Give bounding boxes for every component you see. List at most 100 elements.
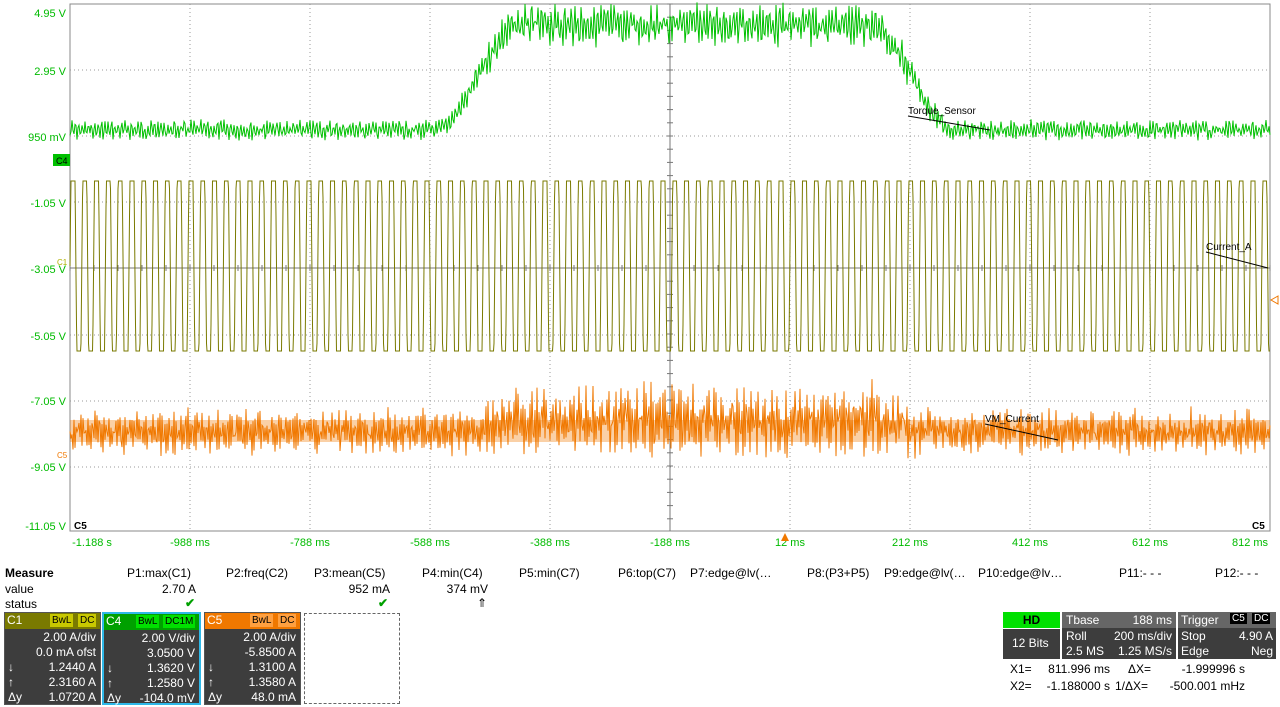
y-axis-label: -11.05 V (25, 521, 66, 533)
trigger-mode: Stop (1181, 629, 1206, 643)
measure-param[interactable]: P5:min(C7) (519, 566, 580, 580)
measure-param[interactable]: P4:min(C4) (422, 566, 483, 580)
timebase-box[interactable]: Tbase 188 ms Roll 200 ms/div 2.5 MS 1.25… (1062, 612, 1176, 659)
inv-dx-value: -500.001 mHz (1169, 679, 1245, 693)
hd-badge[interactable]: HD (1003, 612, 1060, 628)
bandwidth-limit-tag: BwL (250, 614, 274, 627)
channel-box-c5[interactable]: C5 BwL DC 2.00 A/div -5.8500 A ↓ 1.3100 A… (204, 612, 301, 705)
vertical-scale: 2.00 A/div (243, 630, 296, 644)
dx-value: -1.999996 s (1181, 662, 1245, 676)
c5-marker[interactable]: C5 (57, 451, 68, 460)
measure-param[interactable]: P3:mean(C5) (314, 566, 386, 580)
measure-param[interactable]: P11:- - - (1119, 566, 1162, 580)
resolution-box[interactable]: 12 Bits (1003, 629, 1060, 659)
offset: -5.8500 A (244, 645, 296, 659)
sample-rate: 1.25 MS/s (1117, 644, 1172, 658)
check-icon: ✔ (378, 596, 389, 610)
cursor-2-value: 1.3580 A (248, 675, 296, 689)
cursor-up-icon: ↑ (208, 675, 214, 689)
measure-value: 374 mV (446, 582, 488, 596)
measure-param[interactable]: P8:(P3+P5) (807, 566, 870, 580)
bandwidth-limit-tag: BwL (50, 614, 74, 627)
delta-y-value: -104.0 mV (139, 691, 195, 705)
y-axis-label: -1.05 V (31, 198, 67, 210)
measure-row-status: status (5, 597, 38, 611)
channel-name: C1 (7, 613, 23, 627)
x-axis-label: 212 ms (892, 537, 929, 549)
trace-label-torque: Torque_Sensor (908, 106, 976, 117)
measure-param[interactable]: P12:- - - (1215, 566, 1259, 580)
trace-label-current-a: Current_A (1206, 242, 1252, 253)
delta-y-label: Δy (208, 690, 223, 704)
cursor-down-icon: ↓ (8, 660, 14, 674)
delta-y-value: 48.0 mA (251, 690, 296, 704)
dx-label: ΔX= (1128, 662, 1152, 676)
vertical-scale: 2.00 A/div (43, 630, 96, 644)
c1-trace (69, 180, 1270, 352)
x-axis-label: -988 ms (170, 537, 210, 549)
empty-channel-slot[interactable] (304, 613, 400, 704)
trigger-slope: Neg (1250, 644, 1273, 658)
y-axis-label: 950 mV (28, 132, 67, 144)
delta-y-value: 1.0720 A (48, 690, 96, 704)
trigger-channel: C5 (1230, 613, 1247, 624)
waveform-display[interactable]: 4.95 V 2.95 V 950 mV -1.05 V -3.05 V -5.… (0, 0, 1280, 560)
cursor-1-value: 1.3620 V (146, 661, 195, 675)
x-axis-label: -788 ms (290, 537, 330, 549)
measure-param[interactable]: P6:top(C7) (618, 566, 677, 580)
delta-y-label: Δy (107, 691, 122, 705)
graticule-grid (69, 3, 1271, 531)
trigger-coupling: DC (1252, 613, 1271, 624)
x-axis-label: -388 ms (530, 537, 570, 549)
x-axis-label: -1.188 s (72, 537, 112, 549)
trigger-label: Trigger (1181, 613, 1219, 627)
x-axis-label: 812 ms (1232, 537, 1269, 549)
offset: 3.0500 V (146, 646, 195, 660)
measure-value: 952 mA (348, 582, 390, 596)
y-axis-label: 2.95 V (34, 66, 66, 78)
sample-count: 2.5 MS (1066, 644, 1105, 658)
offset: 0.0 mA ofst (35, 645, 96, 659)
corner-label-right: C5 (1252, 521, 1265, 532)
coupling-tag: DC1M (163, 615, 196, 628)
cursor-down-icon: ↓ (208, 660, 214, 674)
c4-marker[interactable]: C4 (53, 154, 70, 166)
c1-marker[interactable]: C1 (57, 258, 68, 267)
x-axis-label: -188 ms (650, 537, 690, 549)
svg-text:C4: C4 (56, 156, 68, 166)
measure-param[interactable]: P2:freq(C2) (226, 566, 289, 580)
measure-param[interactable]: P9:edge@lv(… (884, 566, 966, 580)
corner-label-left: C5 (74, 521, 87, 532)
trigger-box[interactable]: Trigger C5 DC Stop 4.90 A Edge Neg (1178, 612, 1276, 659)
c4-trace (69, 2, 1271, 141)
trace-label-vm-current: VM_Current (985, 414, 1039, 425)
trigger-position-marker[interactable] (781, 533, 789, 541)
channel-box-c4[interactable]: C4 BwL DC1M 2.00 V/div 3.0500 V ↓ 1.3620 … (102, 612, 201, 705)
trigger-type: Edge (1181, 644, 1210, 658)
cursor-up-icon: ↑ (8, 675, 14, 689)
trigger-level: 4.90 A (1238, 629, 1273, 643)
y-axis-label: -3.05 V (31, 264, 67, 276)
x-axis-label: 12 ms (775, 537, 805, 549)
cursor-down-icon: ↓ (107, 661, 113, 675)
measure-param[interactable]: P7:edge@lv(… (690, 566, 772, 580)
y-axis-label: 4.95 V (34, 8, 66, 20)
channel-box-c1[interactable]: C1 BwL DC 2.00 A/div 0.0 mA ofst ↓ 1.2440… (4, 612, 101, 705)
cursor-2-value: 1.2580 V (146, 676, 195, 690)
coupling-tag: DC (78, 614, 97, 627)
cursor-1-value: 1.3100 A (248, 660, 296, 674)
time-per-div: 200 ms/div (1113, 629, 1172, 643)
measure-param[interactable]: P10:edge@lv… (978, 566, 1063, 580)
measure-title: Measure (5, 566, 54, 580)
measure-param[interactable]: P1:max(C1) (127, 566, 192, 580)
trigger-level-marker[interactable] (1269, 295, 1279, 305)
inv-dx-label: 1/ΔX= (1115, 679, 1149, 693)
delta-y-label: Δy (8, 690, 23, 704)
x2-label: X2= (1010, 679, 1032, 693)
measure-value: 2.70 A (161, 582, 196, 596)
x-axis-label: 612 ms (1132, 537, 1169, 549)
c5-trace (69, 379, 1271, 459)
x-axis-label: -588 ms (410, 537, 450, 549)
y-axis-label: -9.05 V (31, 462, 67, 474)
x1-value: 811.996 ms (1048, 662, 1110, 676)
